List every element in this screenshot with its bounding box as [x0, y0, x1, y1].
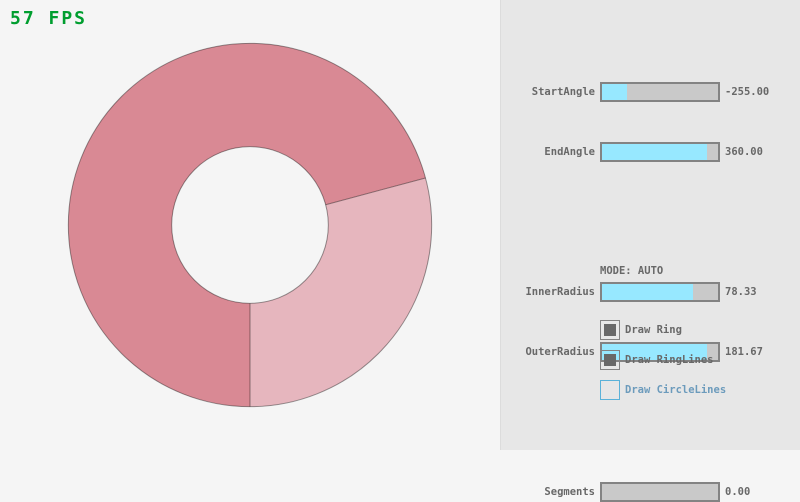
- slider-endangle[interactable]: [600, 142, 720, 162]
- ring-outer-outline: [67, 42, 433, 408]
- segments-mode-text: MODE: AUTO: [600, 265, 664, 277]
- checkbox-label-draw-ring: Draw Ring: [625, 324, 682, 336]
- checkmark-fill: [604, 324, 616, 336]
- checkmark-fill: [604, 354, 616, 366]
- control-panel: [500, 0, 800, 450]
- checkbox-draw-circlelines[interactable]: [600, 380, 620, 400]
- slider-label-endangle: EndAngle: [544, 146, 595, 158]
- slider-value-startangle: -255.00: [725, 86, 770, 98]
- ring-sector-dark: [68, 43, 426, 407]
- slider-label-startangle: StartAngle: [531, 86, 595, 98]
- ring-drawing: [67, 42, 433, 408]
- checkbox-draw-ring[interactable]: [600, 320, 620, 340]
- ring-sector-light: [250, 177, 432, 407]
- checkbox-draw-ringlines[interactable]: [600, 350, 620, 370]
- slider-value-innerradius: 78.33: [725, 286, 757, 298]
- fps-counter: 57 FPS: [10, 8, 88, 29]
- slider-label-segments: Segments: [544, 486, 595, 498]
- slider-value-segments: 0.00: [725, 486, 751, 498]
- checkmark-fill: [604, 384, 616, 396]
- checkbox-label-draw-ringlines: Draw RingLines: [625, 354, 714, 366]
- slider-startangle-fill: [602, 84, 628, 100]
- slider-value-endangle: 360.00: [725, 146, 763, 158]
- slider-label-outerradius: OuterRadius: [525, 346, 595, 358]
- slider-innerradius[interactable]: [600, 282, 720, 302]
- slider-outerradius[interactable]: [600, 342, 720, 362]
- ring-start-edge-line: [325, 177, 426, 206]
- slider-segments[interactable]: [600, 482, 720, 502]
- ring-inner-outline: [171, 146, 329, 304]
- app-window: 57 FPS StartAngle -255.00 EndAngle 360.0…: [10, 0, 800, 502]
- slider-innerradius-fill: [602, 284, 693, 300]
- slider-label-innerradius: InnerRadius: [525, 286, 595, 298]
- slider-endangle-fill: [602, 144, 707, 160]
- draw-canvas: 57 FPS: [10, 8, 433, 408]
- checkbox-label-draw-circlelines: Draw CircleLines: [625, 384, 727, 396]
- slider-value-outerradius: 181.67: [725, 346, 763, 358]
- slider-startangle[interactable]: [600, 82, 720, 102]
- slider-outerradius-fill: [602, 344, 707, 360]
